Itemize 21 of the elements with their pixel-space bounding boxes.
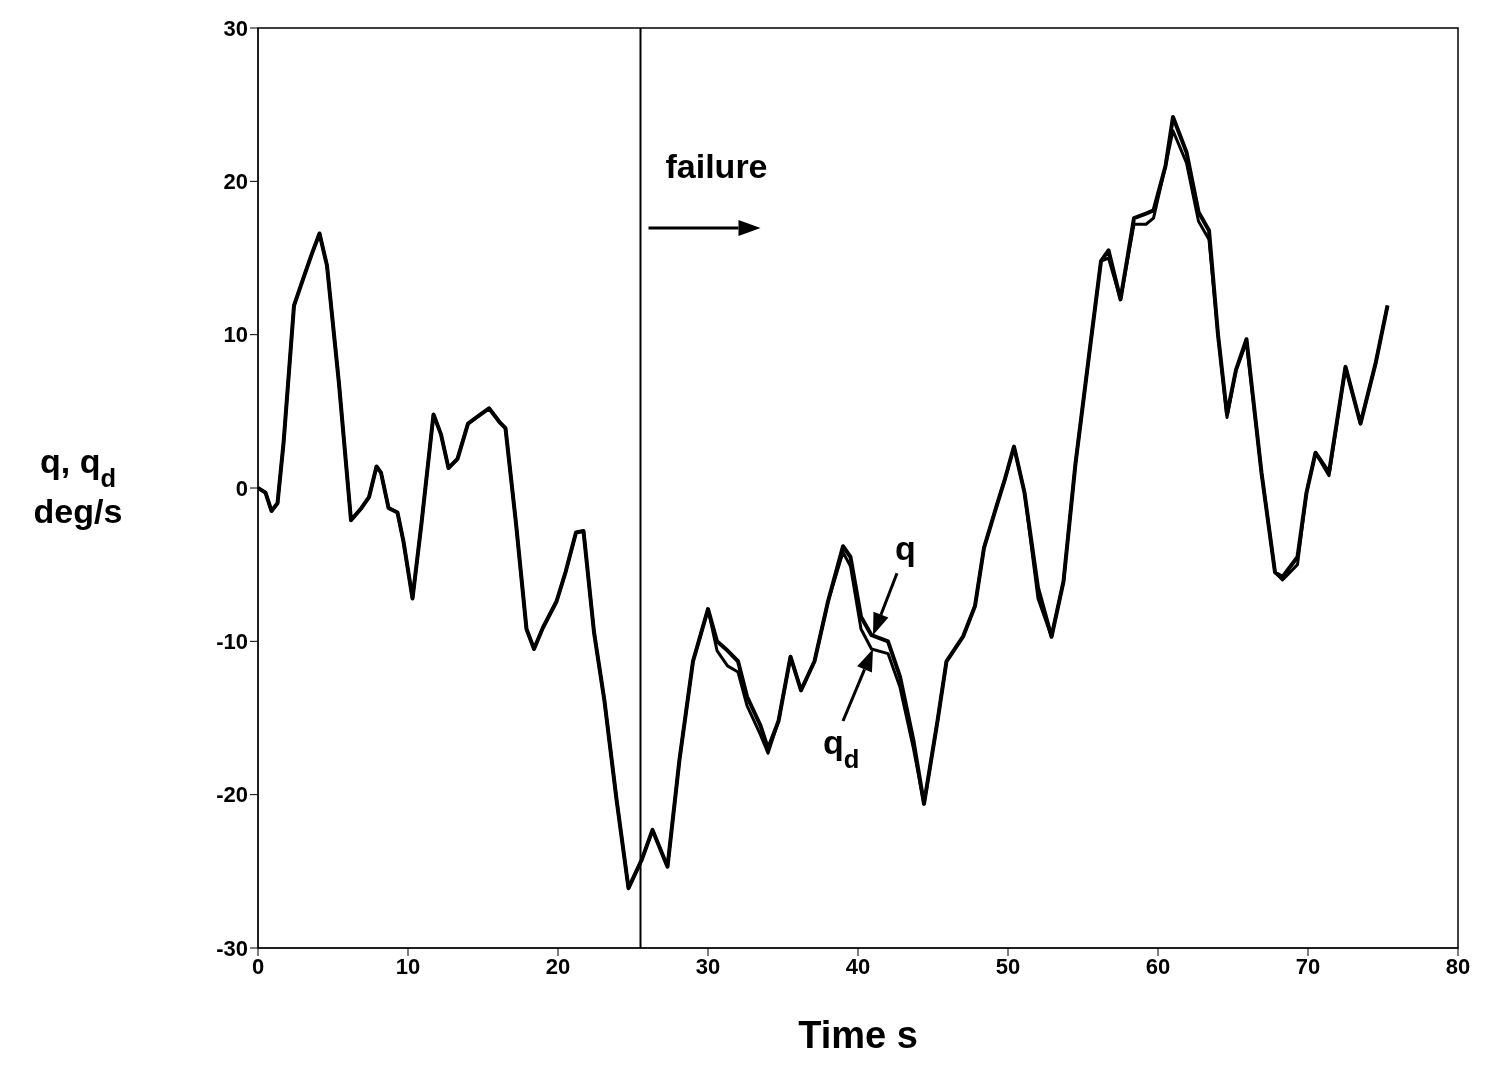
x-tick-label: 80 xyxy=(1445,953,1471,979)
y-tick-label: -20 xyxy=(216,782,248,808)
x-tick-label: 30 xyxy=(695,953,721,979)
x-tick-label: 60 xyxy=(1145,953,1171,979)
x-tick-label: 10 xyxy=(395,953,421,979)
y-axis-title: q, q$_{d}$ deg/s xyxy=(33,442,123,530)
x-tick-label: 0 xyxy=(251,953,265,979)
x-tick-label: 70 xyxy=(1295,953,1321,979)
y-tick-label: 20 xyxy=(223,169,248,195)
y-tick-label: -10 xyxy=(216,629,248,655)
y-tick-label: -30 xyxy=(216,935,248,961)
x-tick-label: 20 xyxy=(545,953,571,979)
y-tick-label: 10 xyxy=(223,322,248,348)
annotation: q$_{d}$ xyxy=(823,723,860,773)
x-tick-label: 40 xyxy=(845,953,871,979)
ref-line-label: failure xyxy=(665,147,768,185)
x-tick-label: 50 xyxy=(995,953,1021,979)
y-tick-label: 0 xyxy=(235,475,248,501)
annotation: q xyxy=(895,529,916,568)
x-axis-title: Time s xyxy=(798,1014,918,1056)
y-tick-label: 30 xyxy=(223,15,248,41)
